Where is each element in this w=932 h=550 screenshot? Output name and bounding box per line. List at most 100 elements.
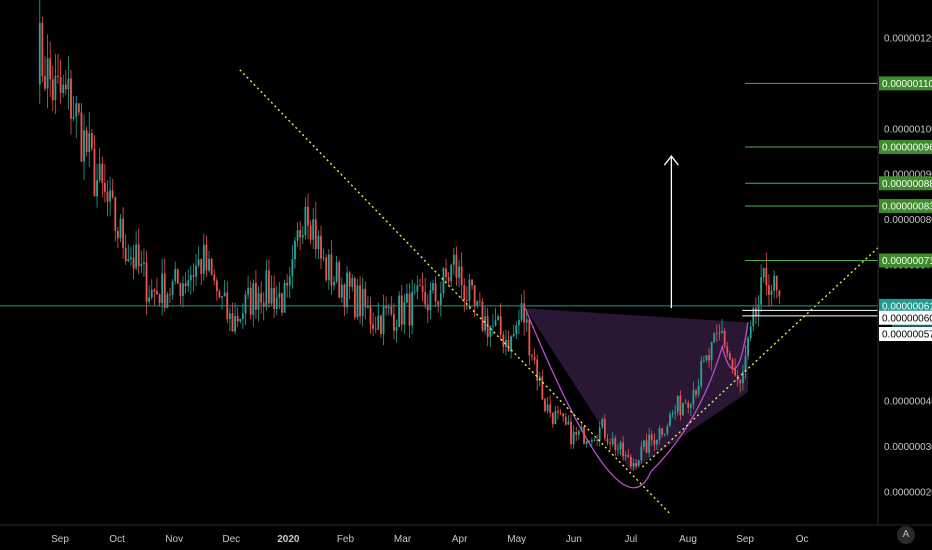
- level-tag: [879, 310, 932, 325]
- candle-body: [127, 258, 130, 262]
- candle-body: [369, 305, 372, 325]
- candle-body: [460, 266, 463, 286]
- candle-body: [330, 254, 333, 286]
- candle-body: [83, 130, 85, 162]
- candle-body: [130, 257, 132, 259]
- cup-fill-shape: [525, 308, 748, 472]
- candle-body: [768, 285, 770, 295]
- candle-body: [562, 413, 565, 417]
- candle-body: [728, 353, 731, 360]
- x-tick-label: Jun: [566, 534, 582, 545]
- candle-body: [653, 439, 656, 445]
- y-tick-label: 0.00000080: [884, 215, 932, 226]
- candle-body: [51, 79, 54, 101]
- candle-body: [549, 404, 552, 413]
- candle-body: [215, 280, 218, 292]
- candle-body: [340, 284, 343, 298]
- candle-body: [726, 346, 729, 354]
- candle-body: [541, 376, 544, 400]
- candle-body: [299, 230, 302, 238]
- candle-body: [143, 262, 145, 264]
- candle-body: [317, 235, 320, 250]
- candle-body: [614, 438, 617, 450]
- candle-body: [96, 180, 98, 197]
- candle-body: [333, 281, 335, 286]
- candle-body: [648, 434, 651, 453]
- candle-body: [627, 455, 630, 457]
- level-tag-label: 0.00000057: [882, 330, 932, 341]
- resistance-tag: [879, 176, 932, 191]
- candle-body: [577, 431, 580, 435]
- candle-body: [765, 267, 768, 286]
- x-tick-label: Dec: [222, 534, 240, 545]
- candle-body: [364, 288, 367, 308]
- candle-body: [760, 277, 763, 305]
- level-tag-label: 0.00000060: [882, 313, 932, 324]
- candle-body: [692, 390, 695, 405]
- candle-body: [124, 247, 127, 262]
- candle-body: [213, 274, 216, 281]
- candle-body: [161, 273, 164, 304]
- candle-body: [455, 254, 458, 278]
- candle-body: [187, 280, 190, 287]
- candle-body: [411, 291, 414, 326]
- candle-body: [463, 285, 466, 301]
- candle-body: [609, 442, 611, 445]
- candle-body: [499, 316, 502, 335]
- candle-body: [554, 410, 557, 425]
- candle-body: [395, 327, 398, 331]
- candle-body: [67, 78, 70, 90]
- candle-body: [166, 294, 169, 308]
- candle-body: [270, 287, 273, 304]
- resistance-tag-label: 0.00000088: [882, 179, 932, 190]
- candle-body: [62, 84, 65, 93]
- candle-body: [658, 428, 661, 440]
- candle-body: [718, 332, 721, 334]
- candle-body: [442, 268, 445, 294]
- candle-body: [557, 410, 559, 413]
- candle-body: [197, 259, 200, 266]
- candle-body: [249, 287, 252, 315]
- candle-body: [189, 275, 192, 281]
- candle-body: [148, 297, 151, 302]
- candle-body: [445, 268, 447, 278]
- candle-body: [156, 291, 158, 295]
- candle-body: [697, 385, 700, 395]
- candle-body: [304, 206, 307, 236]
- resistance-tag: [879, 253, 932, 268]
- candle-body: [106, 191, 109, 202]
- candle-body: [288, 276, 291, 286]
- candle-body: [275, 297, 278, 309]
- candle-body: [320, 235, 322, 259]
- candle-body: [72, 116, 75, 119]
- ascending-trendline: [641, 247, 879, 468]
- y-tick-label: 0.00000040: [884, 397, 932, 408]
- candle-body: [611, 438, 614, 445]
- candle-body: [603, 418, 606, 439]
- resistance-tag-label: 0.00000096: [882, 142, 932, 153]
- candle-body: [192, 275, 195, 277]
- candle-body: [752, 308, 755, 327]
- candle-body: [601, 418, 604, 428]
- candle-body: [744, 355, 747, 372]
- candle-body: [262, 302, 265, 307]
- candle-body: [348, 272, 351, 287]
- candle-body: [169, 294, 171, 296]
- candle-body: [343, 284, 346, 308]
- candle-body: [59, 77, 62, 93]
- resistance-tag: [879, 76, 932, 91]
- candle-body: [702, 359, 705, 361]
- candle-body: [314, 219, 317, 250]
- candle-body: [585, 441, 588, 444]
- candle-body: [228, 313, 231, 319]
- candle-body: [135, 244, 138, 269]
- candle-body: [153, 289, 156, 292]
- x-tick-label: Mar: [394, 534, 412, 545]
- candle-body: [778, 290, 781, 297]
- candle-body: [268, 270, 270, 304]
- candle-body: [520, 303, 523, 320]
- tradingview-logo-icon[interactable]: A: [897, 526, 915, 544]
- candle-body: [473, 285, 476, 306]
- resistance-tag-label: 0.00000110: [882, 79, 932, 90]
